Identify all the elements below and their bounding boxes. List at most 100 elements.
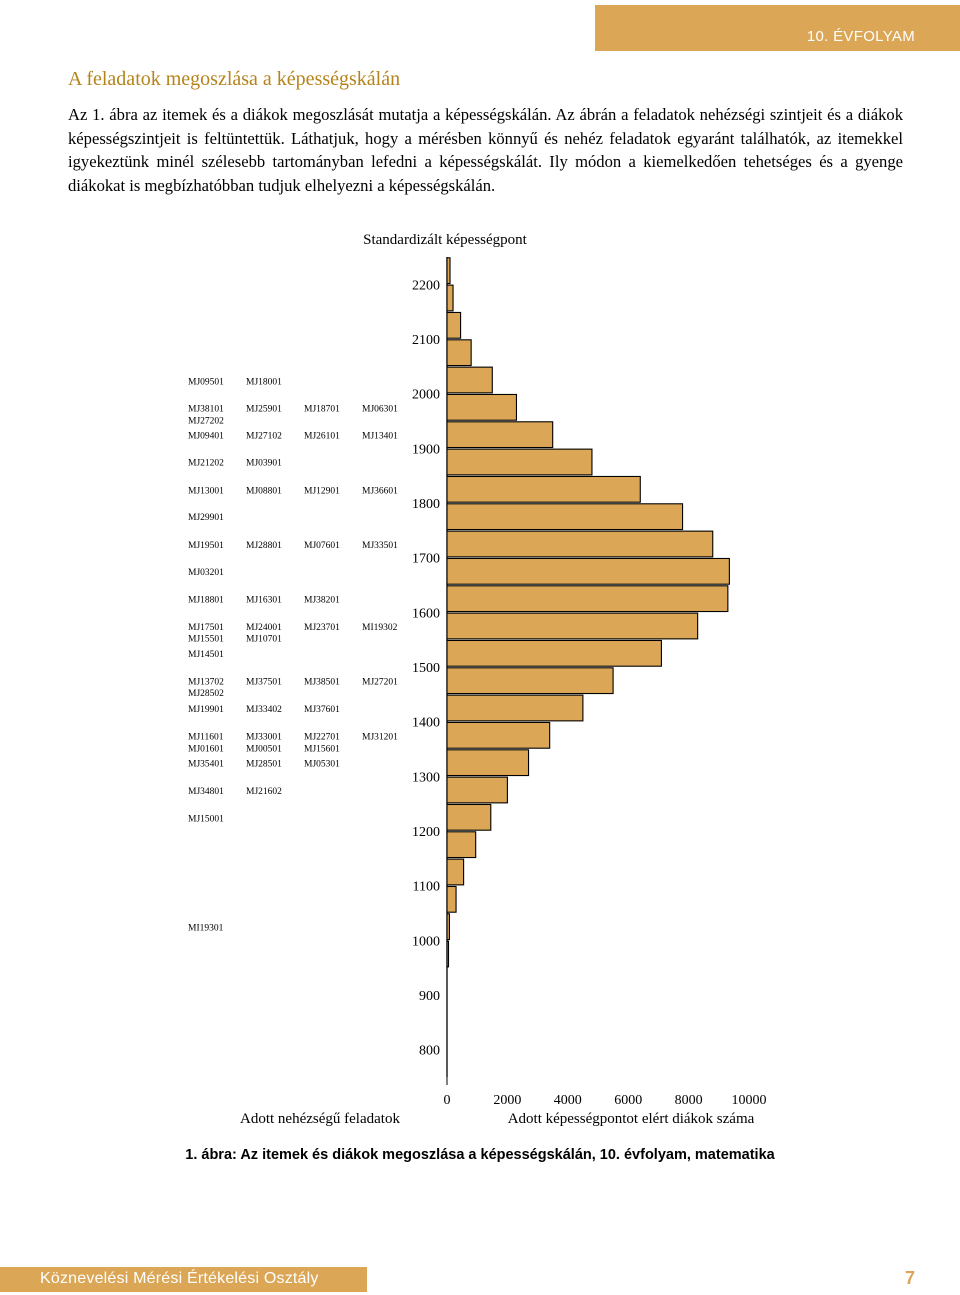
bar-6 bbox=[446, 421, 554, 449]
item-label: MJ27201 bbox=[362, 678, 398, 688]
bar-2 bbox=[446, 311, 462, 339]
y-tick-1500: 1500 bbox=[412, 661, 440, 676]
x-tick-2000: 2000 bbox=[493, 1093, 521, 1108]
item-label: MJ11601 bbox=[188, 732, 224, 742]
item-label: MJ14501 bbox=[188, 650, 224, 660]
y-tick-2200: 2200 bbox=[412, 278, 440, 293]
figure-caption: 1. ábra: Az itemek és diákok megoszlása … bbox=[185, 1147, 775, 1163]
item-label: MJ18801 bbox=[188, 596, 224, 606]
item-label: MJ35401 bbox=[188, 760, 224, 770]
item-label: MJ37501 bbox=[246, 678, 282, 688]
page-number: 7 bbox=[904, 1268, 915, 1288]
item-label: MJ28501 bbox=[246, 760, 282, 770]
y-tick-1700: 1700 bbox=[412, 552, 440, 567]
item-label: MJ19501 bbox=[188, 541, 224, 551]
y-tick-1000: 1000 bbox=[412, 934, 440, 949]
item-label: MJ06301 bbox=[362, 404, 398, 414]
item-label: MJ16301 bbox=[246, 596, 282, 606]
item-label: MJ34801 bbox=[188, 787, 224, 797]
item-label: MJ33501 bbox=[362, 541, 398, 551]
item-label: MJ13001 bbox=[188, 486, 224, 496]
bar-1 bbox=[446, 284, 454, 312]
item-label: MJ27202 bbox=[188, 416, 224, 426]
item-label: MJ21202 bbox=[188, 458, 224, 468]
y-tick-1100: 1100 bbox=[413, 880, 440, 895]
item-label: MJ07601 bbox=[304, 541, 340, 551]
footer-org: Köznevelési Mérési Értékelési Osztály bbox=[40, 1270, 319, 1287]
item-label: MJ28801 bbox=[246, 541, 282, 551]
item-label: MJ17501 bbox=[188, 623, 224, 633]
item-label: MJ33402 bbox=[246, 705, 282, 715]
y-tick-1300: 1300 bbox=[412, 770, 440, 785]
item-label: MJ28502 bbox=[188, 689, 224, 699]
y-tick-2100: 2100 bbox=[412, 333, 440, 348]
x-tick-0: 0 bbox=[444, 1093, 451, 1108]
item-label: MJ15601 bbox=[304, 744, 340, 754]
item-label: MJ00501 bbox=[246, 744, 282, 754]
bar-22 bbox=[446, 858, 465, 886]
grade-label: 10. ÉVFOLYAM bbox=[806, 28, 915, 45]
item-label: MJ38201 bbox=[304, 596, 340, 606]
item-label: MJ36601 bbox=[362, 486, 398, 496]
wright-map-chart: Standardizált képességpont 2200 2100 2000 1… bbox=[188, 232, 767, 1127]
intro-text: Az 1. ábra az itemek és a diákok megoszl… bbox=[68, 103, 903, 197]
item-label: MJ31201 bbox=[362, 732, 398, 742]
grade-header-tab: 10. ÉVFOLYAM bbox=[595, 5, 960, 51]
bar-13 bbox=[446, 612, 699, 640]
bar-11 bbox=[446, 557, 730, 585]
item-label: MJ27102 bbox=[246, 432, 282, 442]
bar-23 bbox=[446, 885, 457, 913]
bar-9 bbox=[446, 503, 684, 531]
bar-18 bbox=[446, 749, 530, 777]
item-label: MJ12901 bbox=[304, 486, 340, 496]
item-label: MJ29901 bbox=[188, 513, 224, 523]
bar-19 bbox=[446, 776, 508, 804]
item-label: MJ08801 bbox=[246, 486, 282, 496]
bar-17 bbox=[446, 721, 551, 749]
bar-21 bbox=[446, 831, 477, 859]
x-axis-label: Adott képességpontot elért diákok száma bbox=[508, 1111, 755, 1127]
y-tick-1400: 1400 bbox=[412, 716, 440, 731]
item-label: MJ22701 bbox=[304, 732, 340, 742]
item-label: MJ38101 bbox=[188, 404, 224, 414]
bar-24 bbox=[446, 913, 450, 941]
chart-title: Standardizált képességpont bbox=[363, 232, 528, 248]
item-label: MJ05301 bbox=[304, 760, 340, 770]
bar-10 bbox=[446, 530, 714, 558]
x-tick-6000: 6000 bbox=[614, 1093, 642, 1108]
item-label: MJ15001 bbox=[188, 814, 224, 824]
item-label: MJ19901 bbox=[188, 705, 224, 715]
item-label: MJ10701 bbox=[246, 634, 282, 644]
item-label: MJ09501 bbox=[188, 378, 224, 388]
item-label: MJ24001 bbox=[246, 623, 282, 633]
y-tick-1900: 1900 bbox=[412, 442, 440, 457]
item-label: MJ25901 bbox=[246, 404, 282, 414]
x-tick-4000: 4000 bbox=[554, 1093, 582, 1108]
y-tick-1800: 1800 bbox=[412, 497, 440, 512]
bar-20 bbox=[446, 803, 492, 831]
item-label: MI19301 bbox=[188, 924, 224, 934]
item-label: MJ13401 bbox=[362, 432, 398, 442]
intro-paragraph: Az 1. ábra az itemek és a diákok megoszl… bbox=[68, 105, 903, 195]
item-label: MJ26101 bbox=[304, 432, 340, 442]
item-label: MJ01601 bbox=[188, 744, 224, 754]
bar-14 bbox=[446, 639, 662, 667]
y-tick-1600: 1600 bbox=[412, 606, 440, 621]
y-tick-2000: 2000 bbox=[412, 388, 440, 403]
y-tick-900: 900 bbox=[419, 989, 440, 1004]
item-label: MJ38501 bbox=[304, 678, 340, 688]
item-label: MJ21602 bbox=[246, 787, 282, 797]
bar-5 bbox=[446, 393, 518, 421]
y-tick-1200: 1200 bbox=[412, 825, 440, 840]
bar-0 bbox=[446, 257, 451, 285]
bar-16 bbox=[446, 694, 584, 722]
bar-7 bbox=[446, 448, 593, 476]
footer-bar: Köznevelési Mérési Értékelési Osztály bbox=[0, 1267, 367, 1292]
bar-12 bbox=[446, 585, 729, 613]
item-label: MJ13702 bbox=[188, 678, 224, 688]
left-axis-label: Adott nehézségű feladatok bbox=[240, 1111, 400, 1127]
item-label: MJ18001 bbox=[246, 378, 282, 388]
x-tick-10000: 10000 bbox=[732, 1093, 767, 1108]
item-label: MJ37601 bbox=[304, 705, 340, 715]
item-label: MJ18701 bbox=[304, 404, 340, 414]
